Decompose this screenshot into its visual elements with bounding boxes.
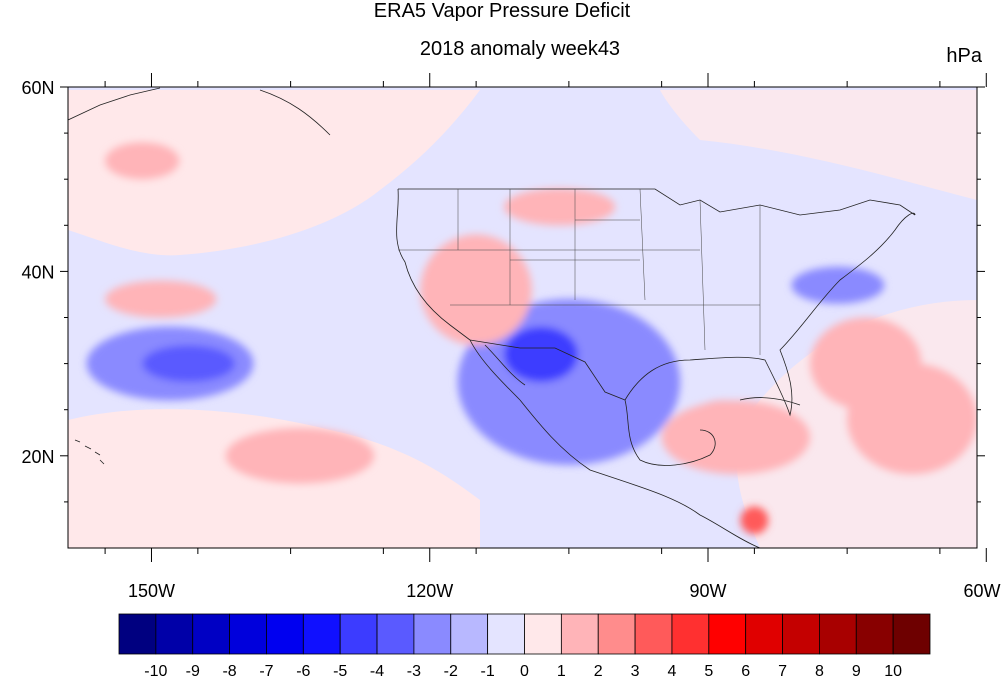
positive-band-north-pacific <box>68 90 480 256</box>
colorbar-swatch-11 <box>524 613 562 655</box>
positive-anomaly-region-9 <box>420 234 532 346</box>
colorbar-label: -3 <box>407 663 421 680</box>
positive-anomaly-region-14 <box>105 280 217 318</box>
colorbar-label: -1 <box>481 663 495 680</box>
colorbar-swatch-8 <box>413 613 452 655</box>
us-mexico-border <box>469 339 626 401</box>
negative-anomaly-region-4 <box>503 326 579 383</box>
colorbar-label: 2 <box>594 663 603 680</box>
map-title: ERA5 Vapor Pressure Deficit <box>373 0 631 22</box>
colorbar-labels: -10 -9 -8 -7 -6 -5 -4 -3 -2 -1 0 1 2 3 4 5 6 7 8 9 10 <box>144 663 902 680</box>
positive-anomaly-region-13 <box>225 428 375 484</box>
colorbar-label: 8 <box>815 663 824 680</box>
units-label: hPa <box>946 45 982 67</box>
colorbar-label: 1 <box>557 663 566 680</box>
central-america-coast <box>619 479 761 548</box>
colorbar-swatch-4 <box>266 613 304 655</box>
colorbar-label: 7 <box>778 663 787 680</box>
colorbar-label: 3 <box>631 663 640 680</box>
lon-tick-label: 120W <box>406 581 453 601</box>
anomaly-contours <box>86 142 977 535</box>
lat-tick-label: 60N <box>21 78 54 98</box>
negative-anomaly-region-7 <box>791 266 885 304</box>
colorbar-swatch-14 <box>634 613 673 655</box>
colorbar-swatch-9 <box>450 613 489 655</box>
colorbar-label: 4 <box>668 663 677 680</box>
hawaii <box>74 439 105 465</box>
pacific-coast <box>396 188 471 341</box>
positive-anomaly-region-10 <box>503 188 616 226</box>
alaska-coast <box>68 87 331 136</box>
colorbar-label: -2 <box>444 663 458 680</box>
lon-tick-label: 90W <box>690 581 727 601</box>
colorbar-swatch-1 <box>155 613 194 655</box>
colorbar-label: -9 <box>186 663 200 680</box>
colorbar <box>118 613 931 655</box>
colorbar-label: -10 <box>144 663 167 680</box>
colorbar-label: -8 <box>222 663 236 680</box>
colorbar-label: -6 <box>296 663 310 680</box>
colorbar-label: 10 <box>884 663 902 680</box>
state-lines-vertical <box>457 188 761 355</box>
colorbar-label: 9 <box>852 663 861 680</box>
gulf-atlantic-coast <box>624 212 916 417</box>
colorbar-swatch-13 <box>597 613 636 655</box>
colorbar-swatch-3 <box>229 613 267 655</box>
negative-anomaly-region-6 <box>142 345 235 383</box>
colorbar-swatch-2 <box>192 613 230 655</box>
colorbar-swatch-7 <box>376 613 415 655</box>
colorbar-swatch-16 <box>708 613 747 655</box>
lon-tick-label: 60W <box>963 581 1000 601</box>
colorbar-swatch-5 <box>302 613 341 655</box>
state-borders <box>398 188 761 355</box>
colorbar-swatch-18 <box>782 613 820 655</box>
axis-ticks <box>60 73 987 562</box>
colorbar-swatch-19 <box>819 613 857 655</box>
colorbar-label: -4 <box>370 663 384 680</box>
axis-tick-labels: 60N 40N 20N 150W 120W 90W 60W <box>21 78 1000 601</box>
colorbar-label: -5 <box>333 663 347 680</box>
map-plot-area <box>68 87 977 548</box>
colorbar-swatch-20 <box>855 613 894 655</box>
colorbar-swatch-12 <box>560 613 599 655</box>
mexico-west-coast <box>519 399 621 481</box>
colorbar-label: -7 <box>259 663 273 680</box>
state-lines-horizontal <box>398 219 760 306</box>
map-subtitle: 2018 anomaly week43 <box>419 38 621 60</box>
colorbar-swatch-21 <box>892 613 931 655</box>
positive-anomaly-region-19 <box>105 142 180 180</box>
lat-tick-label: 20N <box>21 447 54 467</box>
cuba <box>739 397 801 406</box>
positive-anomaly-region-12 <box>661 400 811 475</box>
colorbar-label: 6 <box>741 663 750 680</box>
positive-anomaly-region-17 <box>810 317 922 410</box>
mexico-gulf-coast <box>624 399 716 466</box>
colorbar-swatch-15 <box>671 613 710 655</box>
colorbar-swatch-0 <box>118 613 157 655</box>
positive-anomaly-region-18 <box>740 506 769 535</box>
colorbar-swatch-10 <box>487 613 525 655</box>
baja-coast <box>469 339 526 401</box>
colorbar-swatch-17 <box>745 613 783 655</box>
colorbar-swatch-6 <box>339 613 378 655</box>
colorbar-label: 0 <box>520 663 529 680</box>
lat-tick-label: 40N <box>21 262 54 282</box>
colorbar-label: 5 <box>704 663 713 680</box>
lon-tick-label: 150W <box>128 581 175 601</box>
